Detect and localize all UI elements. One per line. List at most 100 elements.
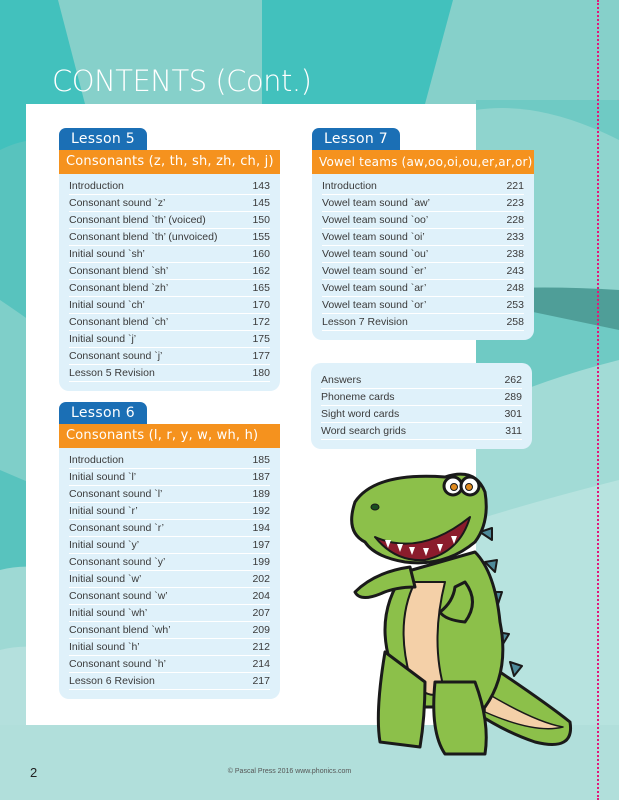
item-label: Lesson 7 Revision <box>322 316 408 328</box>
list-item[interactable]: Consonant blend `th’ (voiced) 150 <box>69 212 270 229</box>
item-label: Initial sound `h’ <box>69 641 140 653</box>
list-item[interactable]: Initial sound `sh’ 160 <box>69 246 270 263</box>
item-label: Consonant sound `w’ <box>69 590 168 602</box>
item-label: Answers <box>321 374 362 386</box>
item-label: Consonant blend `sh’ <box>69 265 169 277</box>
item-label: Introduction <box>69 180 124 192</box>
list-item[interactable]: Consonant blend `zh’ 165 <box>69 280 270 297</box>
item-label: Vowel team sound `ar’ <box>322 282 427 294</box>
list-item[interactable]: Introduction 185 <box>69 452 270 469</box>
page-title: CONTENTS (Cont.) <box>52 64 312 98</box>
item-page: 233 <box>506 231 524 243</box>
item-page: 197 <box>252 539 270 551</box>
list-item[interactable]: Initial sound `y’ 197 <box>69 537 270 554</box>
list-item[interactable]: Vowel team sound `aw’ 223 <box>322 195 524 212</box>
list-item[interactable]: Consonant blend `wh’ 209 <box>69 622 270 639</box>
lesson-7-title: Vowel teams (aw,oo,oi,ou,er,ar,or) <box>312 150 534 174</box>
list-item[interactable]: Phoneme cards 289 <box>321 389 522 406</box>
list-item[interactable]: Introduction 221 <box>322 178 524 195</box>
item-label: Consonant blend `th’ (voiced) <box>69 214 206 226</box>
lesson-6-list: Introduction 185 Initial sound `l’ 187 Con… <box>59 448 280 699</box>
lesson-5-section: Lesson 5 Consonants (z, th, sh, zh, ch, … <box>59 128 280 391</box>
list-item[interactable]: Lesson 7 Revision 258 <box>322 314 524 331</box>
list-item[interactable]: Lesson 6 Revision 217 <box>69 673 270 690</box>
item-label: Consonant sound `j’ <box>69 350 163 362</box>
item-label: Lesson 6 Revision <box>69 675 155 687</box>
extras-list: Answers 262 Phoneme cards 289 Sight word c… <box>311 363 532 449</box>
list-item[interactable]: Vowel team sound `oi’ 233 <box>322 229 524 246</box>
item-page: 223 <box>506 197 524 209</box>
item-label: Consonant blend `ch’ <box>69 316 169 328</box>
item-label: Introduction <box>322 180 377 192</box>
item-label: Initial sound `ch’ <box>69 299 145 311</box>
list-item[interactable]: Introduction 143 <box>69 178 270 195</box>
item-page: 289 <box>504 391 522 403</box>
item-label: Vowel team sound `aw’ <box>322 197 430 209</box>
copyright-notice: © Pascal Press 2016 www.phonics.com <box>227 768 352 775</box>
item-page: 207 <box>252 607 270 619</box>
item-label: Consonant sound `r’ <box>69 522 164 534</box>
list-item[interactable]: Initial sound `ch’ 170 <box>69 297 270 314</box>
page-number: 2 <box>30 765 38 780</box>
extras-section: Answers 262 Phoneme cards 289 Sight word c… <box>311 363 532 449</box>
item-page: 187 <box>252 471 270 483</box>
list-item[interactable]: Sight word cards 301 <box>321 406 522 423</box>
item-page: 162 <box>252 265 270 277</box>
item-page: 172 <box>252 316 270 328</box>
item-page: 221 <box>506 180 524 192</box>
item-page: 160 <box>252 248 270 260</box>
list-item[interactable]: Vowel team sound `ou’ 238 <box>322 246 524 263</box>
list-item[interactable]: Consonant sound `w’ 204 <box>69 588 270 605</box>
list-item[interactable]: Initial sound `h’ 212 <box>69 639 270 656</box>
item-page: 199 <box>252 556 270 568</box>
list-item[interactable]: Initial sound `l’ 187 <box>69 469 270 486</box>
item-page: 253 <box>506 299 524 311</box>
list-item[interactable]: Consonant sound `j’ 177 <box>69 348 270 365</box>
list-item[interactable]: Initial sound `w’ 202 <box>69 571 270 588</box>
list-item[interactable]: Word search grids 311 <box>321 423 522 440</box>
item-label: Word search grids <box>321 425 407 437</box>
item-label: Consonant sound `l’ <box>69 488 163 500</box>
item-label: Consonant sound `z’ <box>69 197 166 209</box>
list-item[interactable]: Vowel team sound `er’ 243 <box>322 263 524 280</box>
list-item[interactable]: Vowel team sound `or’ 253 <box>322 297 524 314</box>
item-page: 177 <box>252 350 270 362</box>
list-item[interactable]: Lesson 5 Revision 180 <box>69 365 270 382</box>
list-item[interactable]: Initial sound `r’ 192 <box>69 503 270 520</box>
item-label: Initial sound `w’ <box>69 573 142 585</box>
list-item[interactable]: Consonant blend `sh’ 162 <box>69 263 270 280</box>
item-label: Consonant blend `zh’ <box>69 282 169 294</box>
item-page: 202 <box>252 573 270 585</box>
list-item[interactable]: Consonant sound `y’ 199 <box>69 554 270 571</box>
list-item[interactable]: Consonant blend `ch’ 172 <box>69 314 270 331</box>
item-page: 194 <box>252 522 270 534</box>
list-item[interactable]: Vowel team sound `ar’ 248 <box>322 280 524 297</box>
lesson-7-list: Introduction 221 Vowel team sound `aw’ 223… <box>312 174 534 340</box>
item-label: Vowel team sound `oo’ <box>322 214 429 226</box>
item-label: Vowel team sound `oi’ <box>322 231 425 243</box>
item-label: Initial sound `j’ <box>69 333 137 345</box>
item-label: Vowel team sound `or’ <box>322 299 427 311</box>
list-item[interactable]: Consonant sound `l’ 189 <box>69 486 270 503</box>
list-item[interactable]: Vowel team sound `oo’ 228 <box>322 212 524 229</box>
item-label: Sight word cards <box>321 408 400 420</box>
item-page: 189 <box>252 488 270 500</box>
item-label: Phoneme cards <box>321 391 395 403</box>
list-item[interactable]: Consonant sound `h’ 214 <box>69 656 270 673</box>
list-item[interactable]: Consonant sound `r’ 194 <box>69 520 270 537</box>
list-item[interactable]: Answers 262 <box>321 372 522 389</box>
item-page: 214 <box>252 658 270 670</box>
item-page: 243 <box>506 265 524 277</box>
list-item[interactable]: Initial sound `wh’ 207 <box>69 605 270 622</box>
list-item[interactable]: Consonant sound `z’ 145 <box>69 195 270 212</box>
item-label: Consonant blend `th’ (unvoiced) <box>69 231 218 243</box>
item-page: 258 <box>506 316 524 328</box>
list-item[interactable]: Initial sound `j’ 175 <box>69 331 270 348</box>
item-page: 185 <box>252 454 270 466</box>
item-label: Consonant sound `y’ <box>69 556 166 568</box>
item-page: 170 <box>252 299 270 311</box>
list-item[interactable]: Consonant blend `th’ (unvoiced) 155 <box>69 229 270 246</box>
lesson-6-section: Lesson 6 Consonants (l, r, y, w, wh, h) … <box>59 402 280 699</box>
item-label: Consonant sound `h’ <box>69 658 166 670</box>
item-page: 204 <box>252 590 270 602</box>
